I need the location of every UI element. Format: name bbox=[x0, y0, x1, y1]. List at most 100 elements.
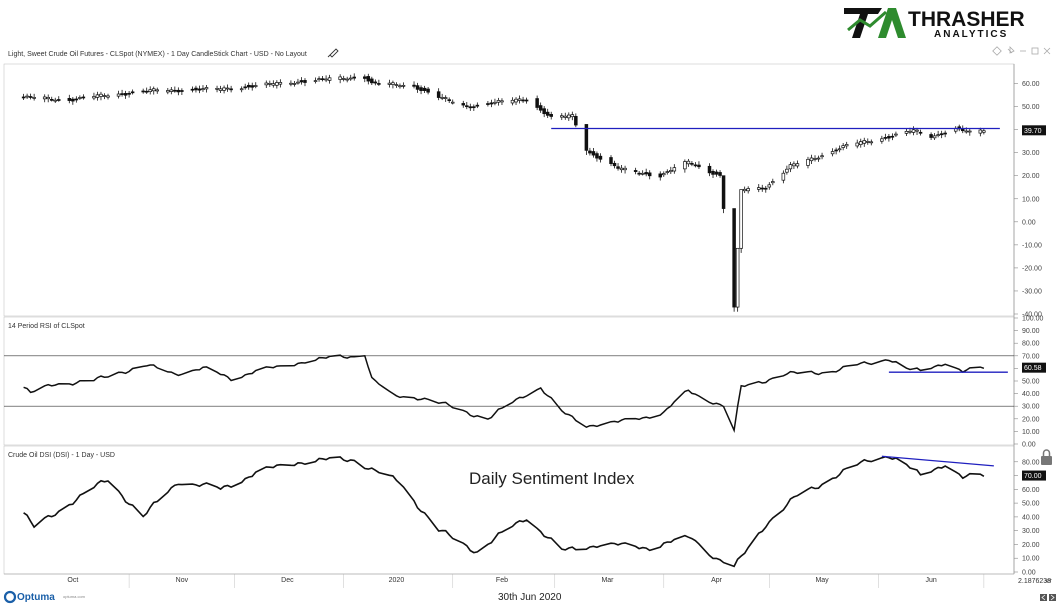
candle-body bbox=[542, 108, 546, 115]
candle-body bbox=[595, 153, 599, 159]
candle-body bbox=[246, 84, 251, 88]
brand-name: THRASHER bbox=[908, 8, 1025, 31]
candle-body bbox=[99, 93, 103, 97]
scroll-right-icon[interactable] bbox=[1049, 594, 1056, 601]
corner-value: 2.1876238 bbox=[1018, 578, 1051, 585]
last-value-badge bbox=[1022, 125, 1046, 136]
candle-body bbox=[377, 83, 381, 85]
candle-body bbox=[591, 151, 596, 156]
last-value-badge bbox=[1022, 362, 1046, 373]
candle-body bbox=[813, 158, 817, 160]
candle-body bbox=[81, 96, 86, 99]
candle-body bbox=[760, 187, 765, 190]
y-tick-label: -30.00 bbox=[1022, 288, 1042, 295]
dsi-trendline bbox=[881, 455, 994, 467]
candle-body bbox=[939, 133, 944, 136]
candle-body bbox=[683, 161, 687, 170]
candle-body bbox=[563, 115, 568, 118]
candle-body bbox=[324, 78, 328, 81]
diamond-icon[interactable] bbox=[992, 46, 1002, 56]
candle-body bbox=[929, 134, 933, 138]
candle-body bbox=[841, 145, 845, 148]
candle-body bbox=[711, 171, 715, 175]
candle-body bbox=[461, 103, 466, 106]
candle-body bbox=[739, 189, 743, 249]
scroll-left-icon[interactable] bbox=[1040, 594, 1047, 601]
candle-body bbox=[742, 188, 747, 192]
y-tick-label: 80.00 bbox=[1022, 459, 1040, 466]
candle-body bbox=[588, 150, 592, 154]
candle-body bbox=[855, 142, 859, 147]
candle-body bbox=[141, 90, 145, 93]
candle-body bbox=[42, 96, 47, 100]
candle-body bbox=[49, 99, 54, 101]
y-tick-label: -20.00 bbox=[1022, 265, 1042, 272]
candle-body bbox=[106, 95, 110, 98]
rsi-plot bbox=[4, 354, 1014, 433]
candle-body bbox=[633, 170, 638, 172]
candle-body bbox=[858, 141, 863, 146]
candle-body bbox=[197, 88, 202, 91]
candle-body bbox=[785, 168, 789, 173]
candle-body bbox=[102, 95, 107, 97]
candle-body bbox=[795, 163, 800, 167]
candle-body bbox=[95, 94, 100, 98]
candle-body bbox=[915, 129, 919, 132]
candle-body bbox=[363, 76, 367, 79]
candle-body bbox=[67, 98, 72, 101]
price-plot bbox=[21, 73, 1000, 312]
lock-icon[interactable] bbox=[1041, 449, 1052, 465]
candle-body bbox=[468, 106, 473, 109]
candle-body bbox=[155, 89, 160, 92]
candle-body bbox=[229, 88, 233, 91]
last-value-label: 39.70 bbox=[1024, 128, 1042, 135]
candle-body bbox=[289, 82, 293, 85]
candle-body bbox=[92, 96, 96, 99]
brand-sub: ANALYTICS bbox=[934, 29, 1008, 40]
candle-body bbox=[707, 165, 712, 174]
candle-body bbox=[809, 157, 814, 162]
candle-body bbox=[619, 167, 624, 171]
candle-body bbox=[598, 155, 603, 160]
candle-body bbox=[327, 77, 332, 81]
candle-body bbox=[78, 97, 82, 99]
y-tick-label: 40.00 bbox=[1022, 391, 1040, 398]
candle-body bbox=[943, 132, 947, 135]
restore-icon[interactable] bbox=[1031, 47, 1039, 55]
candle-body bbox=[574, 115, 578, 126]
candle-body bbox=[250, 85, 254, 88]
candle-body bbox=[697, 164, 701, 168]
candle-body bbox=[320, 78, 325, 81]
x-tick-label: Nov bbox=[176, 577, 189, 584]
y-tick-label: 20.00 bbox=[1022, 542, 1040, 549]
optuma-logo-icon bbox=[3, 590, 17, 604]
edit-pencil-icon[interactable] bbox=[327, 48, 339, 58]
x-tick-label: Oct bbox=[67, 577, 78, 584]
y-tick-label: 20.00 bbox=[1022, 173, 1040, 180]
candle-body bbox=[781, 172, 786, 181]
candle-body bbox=[690, 162, 694, 165]
candle-body bbox=[908, 130, 912, 133]
candle-body bbox=[510, 99, 515, 104]
candle-body bbox=[345, 78, 349, 81]
y-tick-label: 20.00 bbox=[1022, 416, 1040, 423]
candle-body bbox=[686, 160, 691, 165]
y-tick-label: 0.00 bbox=[1022, 442, 1036, 449]
candle-body bbox=[887, 136, 891, 139]
candle-body bbox=[560, 115, 564, 118]
candle-body bbox=[658, 173, 663, 178]
candle-body bbox=[662, 173, 666, 176]
close-icon[interactable] bbox=[1043, 47, 1051, 55]
candle-body bbox=[496, 100, 501, 103]
pin-icon[interactable] bbox=[1007, 46, 1015, 54]
axis-layer: Oct Nov Dec 2020 Feb Mar Apr May Jun 60.00 50.00 40… bbox=[67, 81, 1046, 584]
candle-body bbox=[612, 162, 617, 167]
candle-body bbox=[268, 82, 272, 85]
candle-body bbox=[190, 88, 195, 91]
candle-body bbox=[21, 96, 26, 99]
y-tick-label: 50.00 bbox=[1022, 104, 1040, 111]
candle-body bbox=[243, 86, 247, 89]
vendor-name: Optuma bbox=[17, 592, 55, 603]
candle-body bbox=[535, 98, 539, 108]
candle-body bbox=[644, 172, 648, 175]
